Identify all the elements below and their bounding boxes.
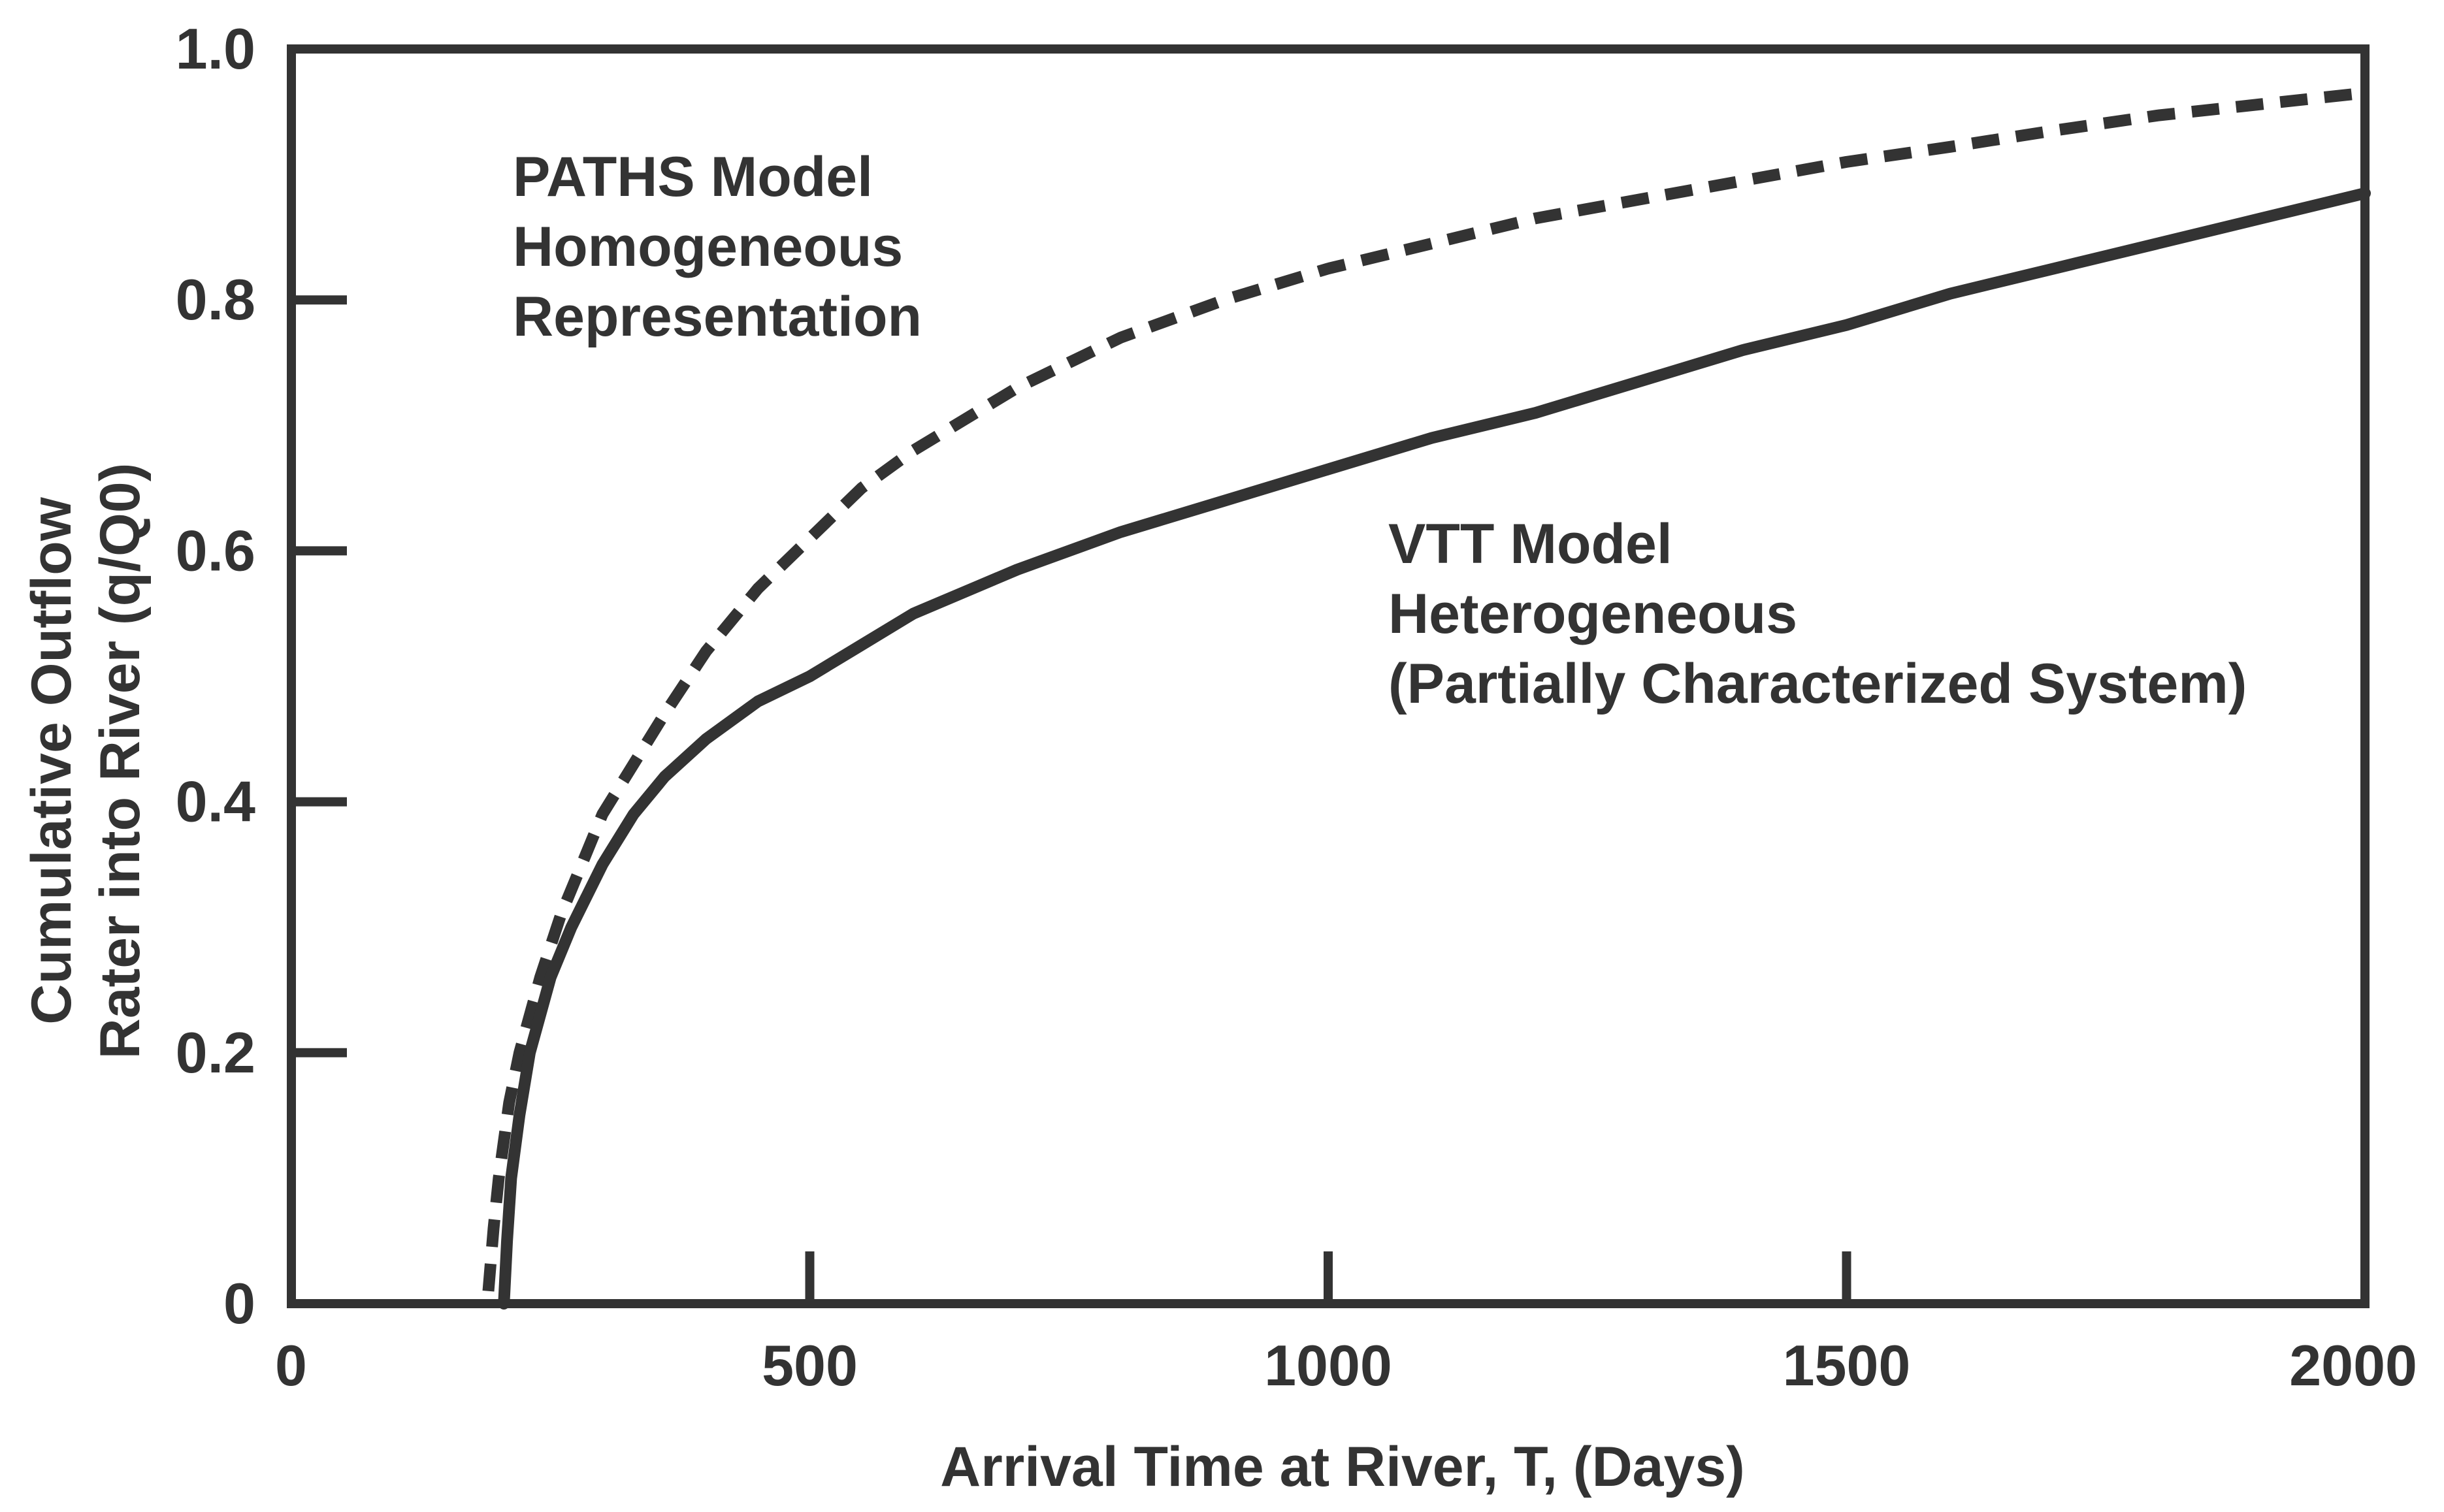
annotation-vtt-line-2: Heterogeneous xyxy=(1388,583,1797,645)
annotation-paths-model: PATHS Model Homogeneous Representation xyxy=(513,146,922,348)
x-tick-label: 500 xyxy=(762,1333,858,1398)
y-tick-label: 0.6 xyxy=(176,518,255,583)
series-layer xyxy=(482,87,2371,1310)
annotation-vtt-line-3: (Partially Characterized System) xyxy=(1388,652,2247,715)
y-axis-title-line-2: Rater into River (q/Q0) xyxy=(89,463,152,1059)
series-line-paths-dashed xyxy=(482,87,2366,1292)
y-tick-label: 0.2 xyxy=(176,1020,255,1085)
y-tick-label: 0 xyxy=(223,1271,255,1336)
annotation-vtt-line-1: VTT Model xyxy=(1388,513,1672,575)
y-axis-title-line-1: Cumulative Outflow xyxy=(20,496,83,1025)
x-tick-label: 1000 xyxy=(1264,1333,1392,1398)
x-tick-label: 0 xyxy=(275,1333,307,1398)
annotation-paths-line-3: Representation xyxy=(513,285,922,348)
annotation-vtt-model: VTT Model Heterogeneous (Partially Chara… xyxy=(1388,513,2247,715)
annotation-paths-line-2: Homogeneous xyxy=(513,216,903,278)
series-line-vtt-solid xyxy=(498,187,2371,1310)
ticks-layer: 0 0.2 0.4 0.6 0.8 1.0 0 500 1000 1500 2000 xyxy=(176,16,2417,1398)
y-tick-label: 0.8 xyxy=(176,267,255,332)
y-axis-title: Cumulative Outflow Rater into River (q/Q… xyxy=(20,463,152,1059)
x-tick-label: 1500 xyxy=(1783,1333,1911,1398)
x-tick-label: 2000 xyxy=(2289,1333,2417,1398)
x-axis-title: Arrival Time at River, T, (Days) xyxy=(940,1436,1745,1498)
y-tick-label: 0.4 xyxy=(176,769,255,834)
annotation-paths-line-1: PATHS Model xyxy=(513,146,873,208)
y-tick-label: 1.0 xyxy=(176,16,255,81)
